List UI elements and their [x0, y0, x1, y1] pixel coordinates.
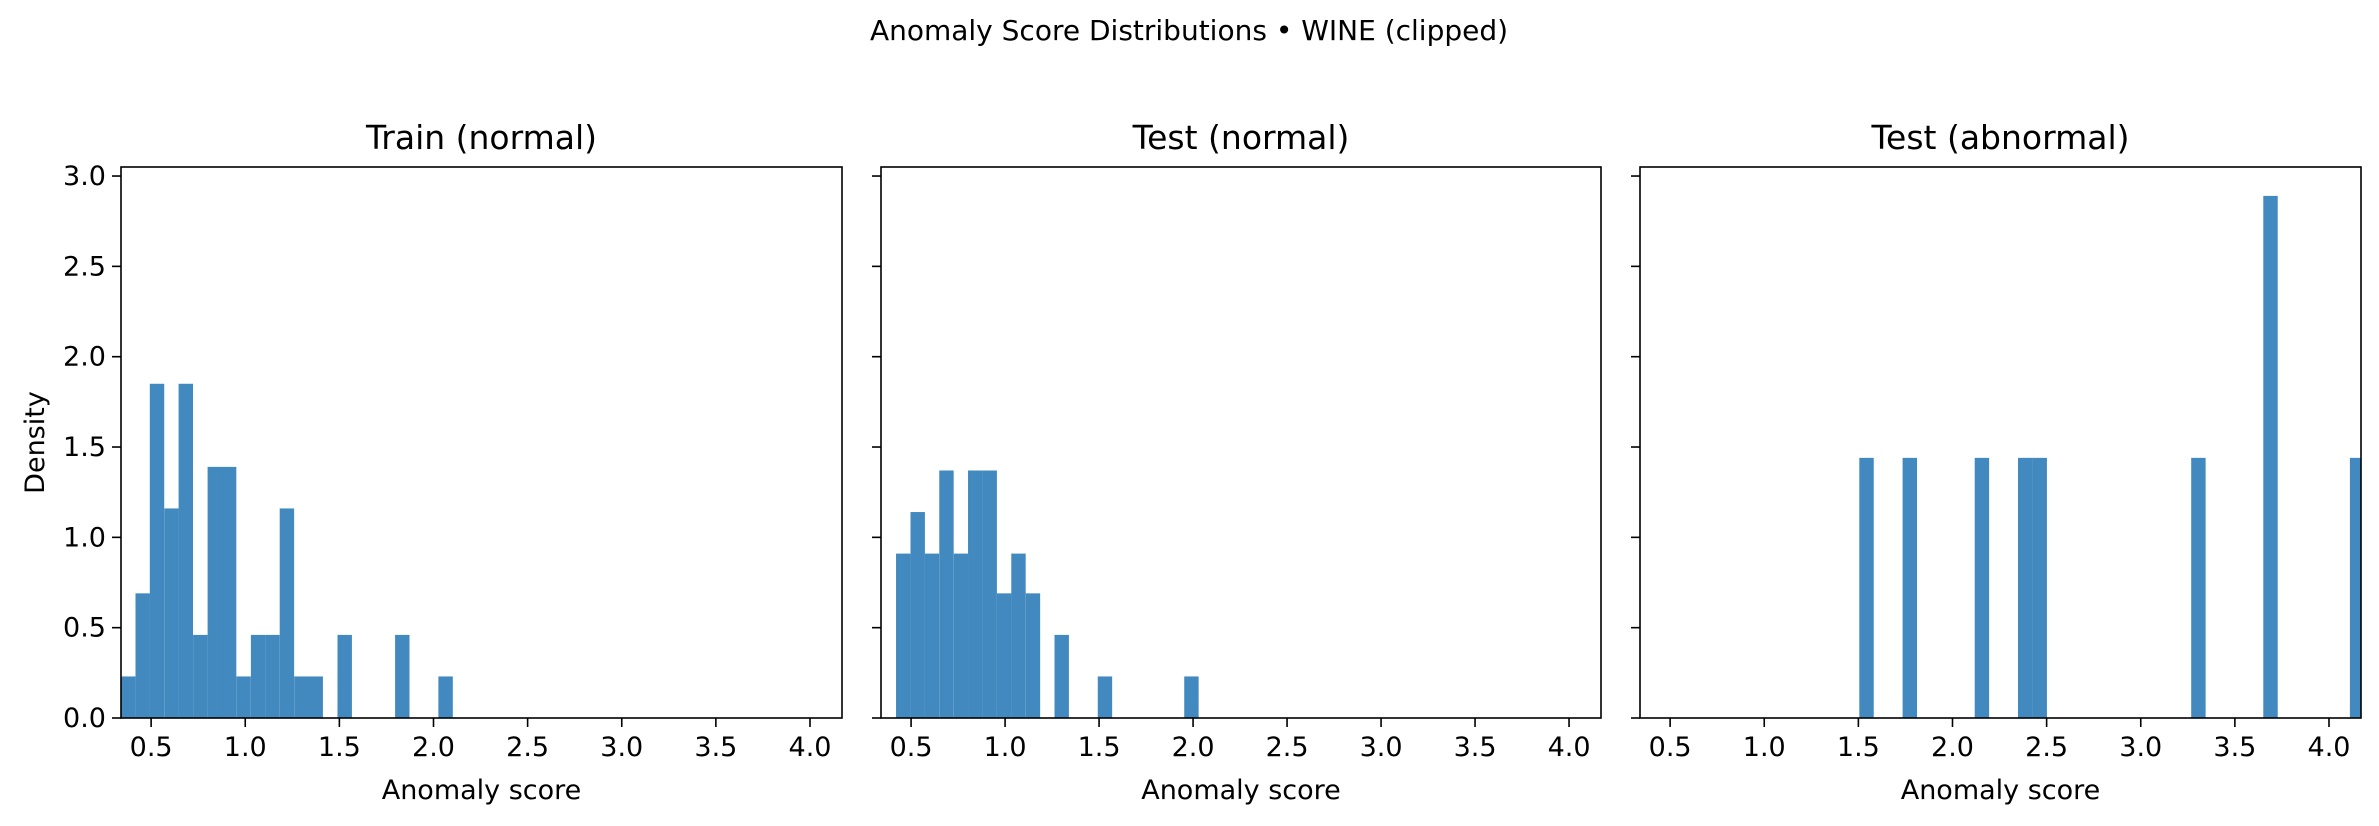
histogram-bar	[910, 512, 925, 718]
x-tick-label: 2.5	[2025, 732, 2068, 763]
x-tick-label: 4.0	[789, 732, 832, 763]
x-axis-label: Anomaly score	[382, 775, 582, 806]
histogram-panel-2: 0.5 1.0 1.5 2.0 2.5 3.0 3.5 4.0 Test (normal) Ano…	[872, 118, 1602, 806]
bars	[1859, 195, 2361, 718]
histogram-bar	[2263, 195, 2278, 718]
histogram-bar	[294, 676, 309, 718]
x-tick-label: 2.5	[506, 732, 549, 763]
axes-frame	[120, 166, 843, 719]
x-tick-label: 1.0	[984, 732, 1027, 763]
x-tick-label: 0.5	[130, 732, 173, 763]
histogram-bar	[953, 553, 969, 718]
x-axis-label: Anomaly score	[1141, 775, 1341, 806]
histogram-bar	[982, 470, 997, 718]
x-tick-label: 1.0	[1743, 732, 1786, 763]
histogram-bar	[2191, 457, 2206, 718]
panel-title: Train (normal)	[365, 118, 597, 157]
histogram-bar	[968, 470, 983, 718]
x-tick-label: 1.0	[224, 732, 267, 763]
histogram-bar	[1054, 634, 1069, 718]
histogram-bar	[1184, 676, 1199, 718]
histogram-bar	[178, 383, 194, 718]
x-tick-label: 1.5	[1837, 732, 1880, 763]
axes-frame	[1639, 166, 2362, 719]
x-tick-label: 0.5	[1649, 732, 1692, 763]
histogram-bar	[2349, 457, 2361, 718]
histogram-bar	[1974, 457, 1990, 718]
y-tick-label: 0.5	[63, 613, 106, 644]
x-axis-label: Anomaly score	[1901, 775, 2101, 806]
histogram-panel-1: 0.5 1.0 1.5 2.0 2.5 3.0 3.5 4.0 0.0 0.5 1.0 1.5 2.0 2…	[20, 118, 843, 806]
panel-title: Test (normal)	[1132, 118, 1350, 157]
histogram-bar	[207, 466, 223, 718]
x-tick-label: 3.5	[1454, 732, 1497, 763]
histogram-bar	[135, 593, 150, 718]
histogram-panel-3: 0.5 1.0 1.5 2.0 2.5 3.0 3.5 4.0 Test (abnormal) A…	[1631, 118, 2362, 806]
x-tick-label: 1.5	[318, 732, 361, 763]
histogram-bar	[395, 634, 410, 718]
y-tick-label: 2.0	[63, 342, 106, 373]
y-tick-label: 2.5	[63, 251, 106, 282]
x-tick-label: 3.0	[600, 732, 643, 763]
histogram-bar	[250, 634, 266, 718]
y-tick-label: 3.0	[63, 161, 106, 192]
histogram-bar	[996, 593, 1012, 718]
x-tick-label: 2.0	[1931, 732, 1974, 763]
x-tick-label: 0.5	[890, 732, 933, 763]
x-tick-label: 4.0	[2308, 732, 2351, 763]
x-tick-label: 2.0	[412, 732, 455, 763]
histogram-bar	[438, 676, 453, 718]
bars	[896, 470, 1199, 718]
histogram-bar	[924, 553, 940, 718]
bars	[121, 383, 453, 718]
x-tick-label: 2.5	[1266, 732, 1309, 763]
histogram-bar	[279, 508, 295, 718]
histogram-bar	[2032, 457, 2047, 718]
histogram-bar	[1097, 676, 1113, 718]
y-axis-label: Density	[20, 391, 51, 494]
panel-title: Test (abnormal)	[1870, 118, 2129, 157]
x-tick-label: 3.5	[2213, 732, 2256, 763]
x-tick-label: 2.0	[1172, 732, 1215, 763]
histogram-bar	[337, 634, 352, 718]
histogram-bar	[193, 634, 208, 718]
x-tick-label: 1.5	[1078, 732, 1121, 763]
histogram-bar	[236, 676, 251, 718]
x-tick-label: 3.0	[1360, 732, 1403, 763]
histogram-bar	[164, 508, 179, 718]
histogram-bar	[896, 553, 911, 718]
histogram-bar	[221, 466, 237, 718]
x-tick-label: 4.0	[1548, 732, 1591, 763]
axes-frame	[880, 166, 1602, 719]
x-tick-label: 3.5	[694, 732, 737, 763]
histogram-bar	[1011, 553, 1026, 718]
histogram-bar	[1902, 457, 1918, 718]
y-tick-label: 1.5	[63, 432, 106, 463]
histogram-bar	[939, 470, 954, 718]
histogram-bar	[308, 676, 323, 718]
histogram-bar	[2018, 457, 2033, 718]
histogram-bar	[1025, 593, 1041, 718]
histogram-bar	[149, 383, 165, 718]
histogram-bar	[1859, 457, 1874, 718]
figure-title: Anomaly Score Distributions • WINE (clip…	[870, 14, 1508, 47]
histogram-bar	[121, 676, 136, 718]
histogram-bar	[265, 634, 280, 718]
y-tick-label: 1.0	[63, 522, 106, 553]
x-tick-label: 3.0	[2119, 732, 2162, 763]
y-tick-label: 0.0	[63, 703, 106, 734]
